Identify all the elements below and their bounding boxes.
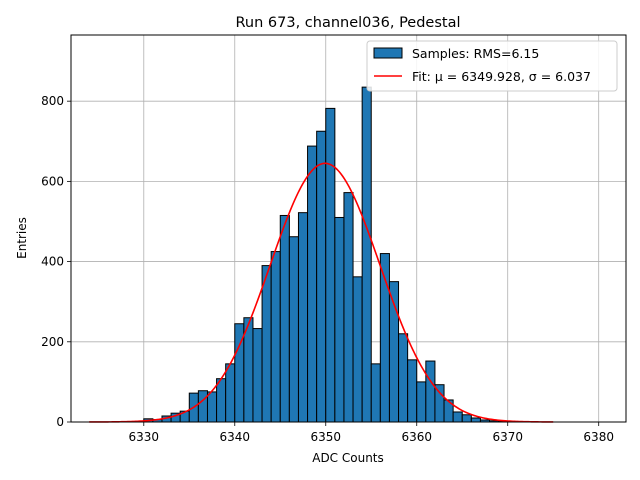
x-tick-label: 6360 bbox=[401, 430, 432, 444]
x-tick-label: 6370 bbox=[492, 430, 523, 444]
histogram-bar bbox=[316, 130, 327, 423]
histogram-bar bbox=[334, 216, 345, 423]
x-tick-label: 6350 bbox=[310, 430, 341, 444]
histogram-bar bbox=[470, 417, 481, 423]
chart-title: Run 673, channel036, Pedestal bbox=[235, 15, 460, 31]
histogram-bar bbox=[361, 86, 372, 423]
plot-frame bbox=[70, 34, 627, 423]
histogram-bar bbox=[297, 212, 309, 423]
histogram-bar bbox=[343, 192, 354, 423]
y-axis-label: Entries bbox=[15, 217, 29, 259]
histogram-bar bbox=[279, 214, 290, 423]
histogram-bar bbox=[370, 363, 381, 423]
histogram-bar bbox=[434, 384, 445, 423]
histogram-bar bbox=[352, 276, 363, 423]
y-tick-label: 600 bbox=[41, 174, 64, 188]
histogram-bar bbox=[325, 107, 336, 423]
histogram-bar bbox=[407, 359, 418, 423]
legend: Samples: RMS=6.15 Fit: μ = 6349.928, σ =… bbox=[366, 40, 618, 92]
histogram-bar bbox=[461, 414, 472, 423]
x-axis-ticks: 6330 6340 6350 6360 6370 6380 bbox=[129, 422, 614, 444]
y-axis-ticks: 0 200 400 600 800 bbox=[41, 94, 71, 429]
x-axis-label: ADC Counts bbox=[312, 451, 384, 465]
y-tick-label: 800 bbox=[41, 94, 64, 108]
histogram-bar bbox=[416, 381, 427, 423]
legend-box bbox=[366, 40, 618, 92]
histogram-bar bbox=[252, 328, 263, 423]
x-tick-label: 6340 bbox=[219, 430, 250, 444]
histogram-bar bbox=[288, 236, 299, 423]
y-tick-label: 0 bbox=[56, 415, 64, 429]
histogram-bar bbox=[197, 390, 208, 423]
fit-curve bbox=[89, 162, 554, 423]
histogram-bar bbox=[206, 391, 218, 423]
histogram-bar bbox=[452, 411, 463, 423]
legend-label-fit: Fit: μ = 6349.928, σ = 6.037 bbox=[412, 69, 591, 84]
y-tick-label: 200 bbox=[41, 335, 64, 349]
histogram-bar bbox=[225, 363, 236, 423]
legend-swatch-samples bbox=[373, 47, 403, 59]
legend-label-samples: Samples: RMS=6.15 bbox=[412, 46, 539, 61]
histogram-bar bbox=[270, 251, 281, 423]
y-tick-label: 400 bbox=[41, 255, 64, 269]
histogram-bar bbox=[307, 145, 318, 423]
fit-curve-group bbox=[89, 162, 554, 423]
histogram-bar bbox=[425, 360, 436, 423]
x-tick-label: 6380 bbox=[583, 430, 614, 444]
histogram-bar bbox=[261, 265, 272, 423]
histogram-bar bbox=[216, 378, 227, 423]
x-tick-label: 6330 bbox=[129, 430, 160, 444]
histogram-bar bbox=[398, 333, 409, 423]
